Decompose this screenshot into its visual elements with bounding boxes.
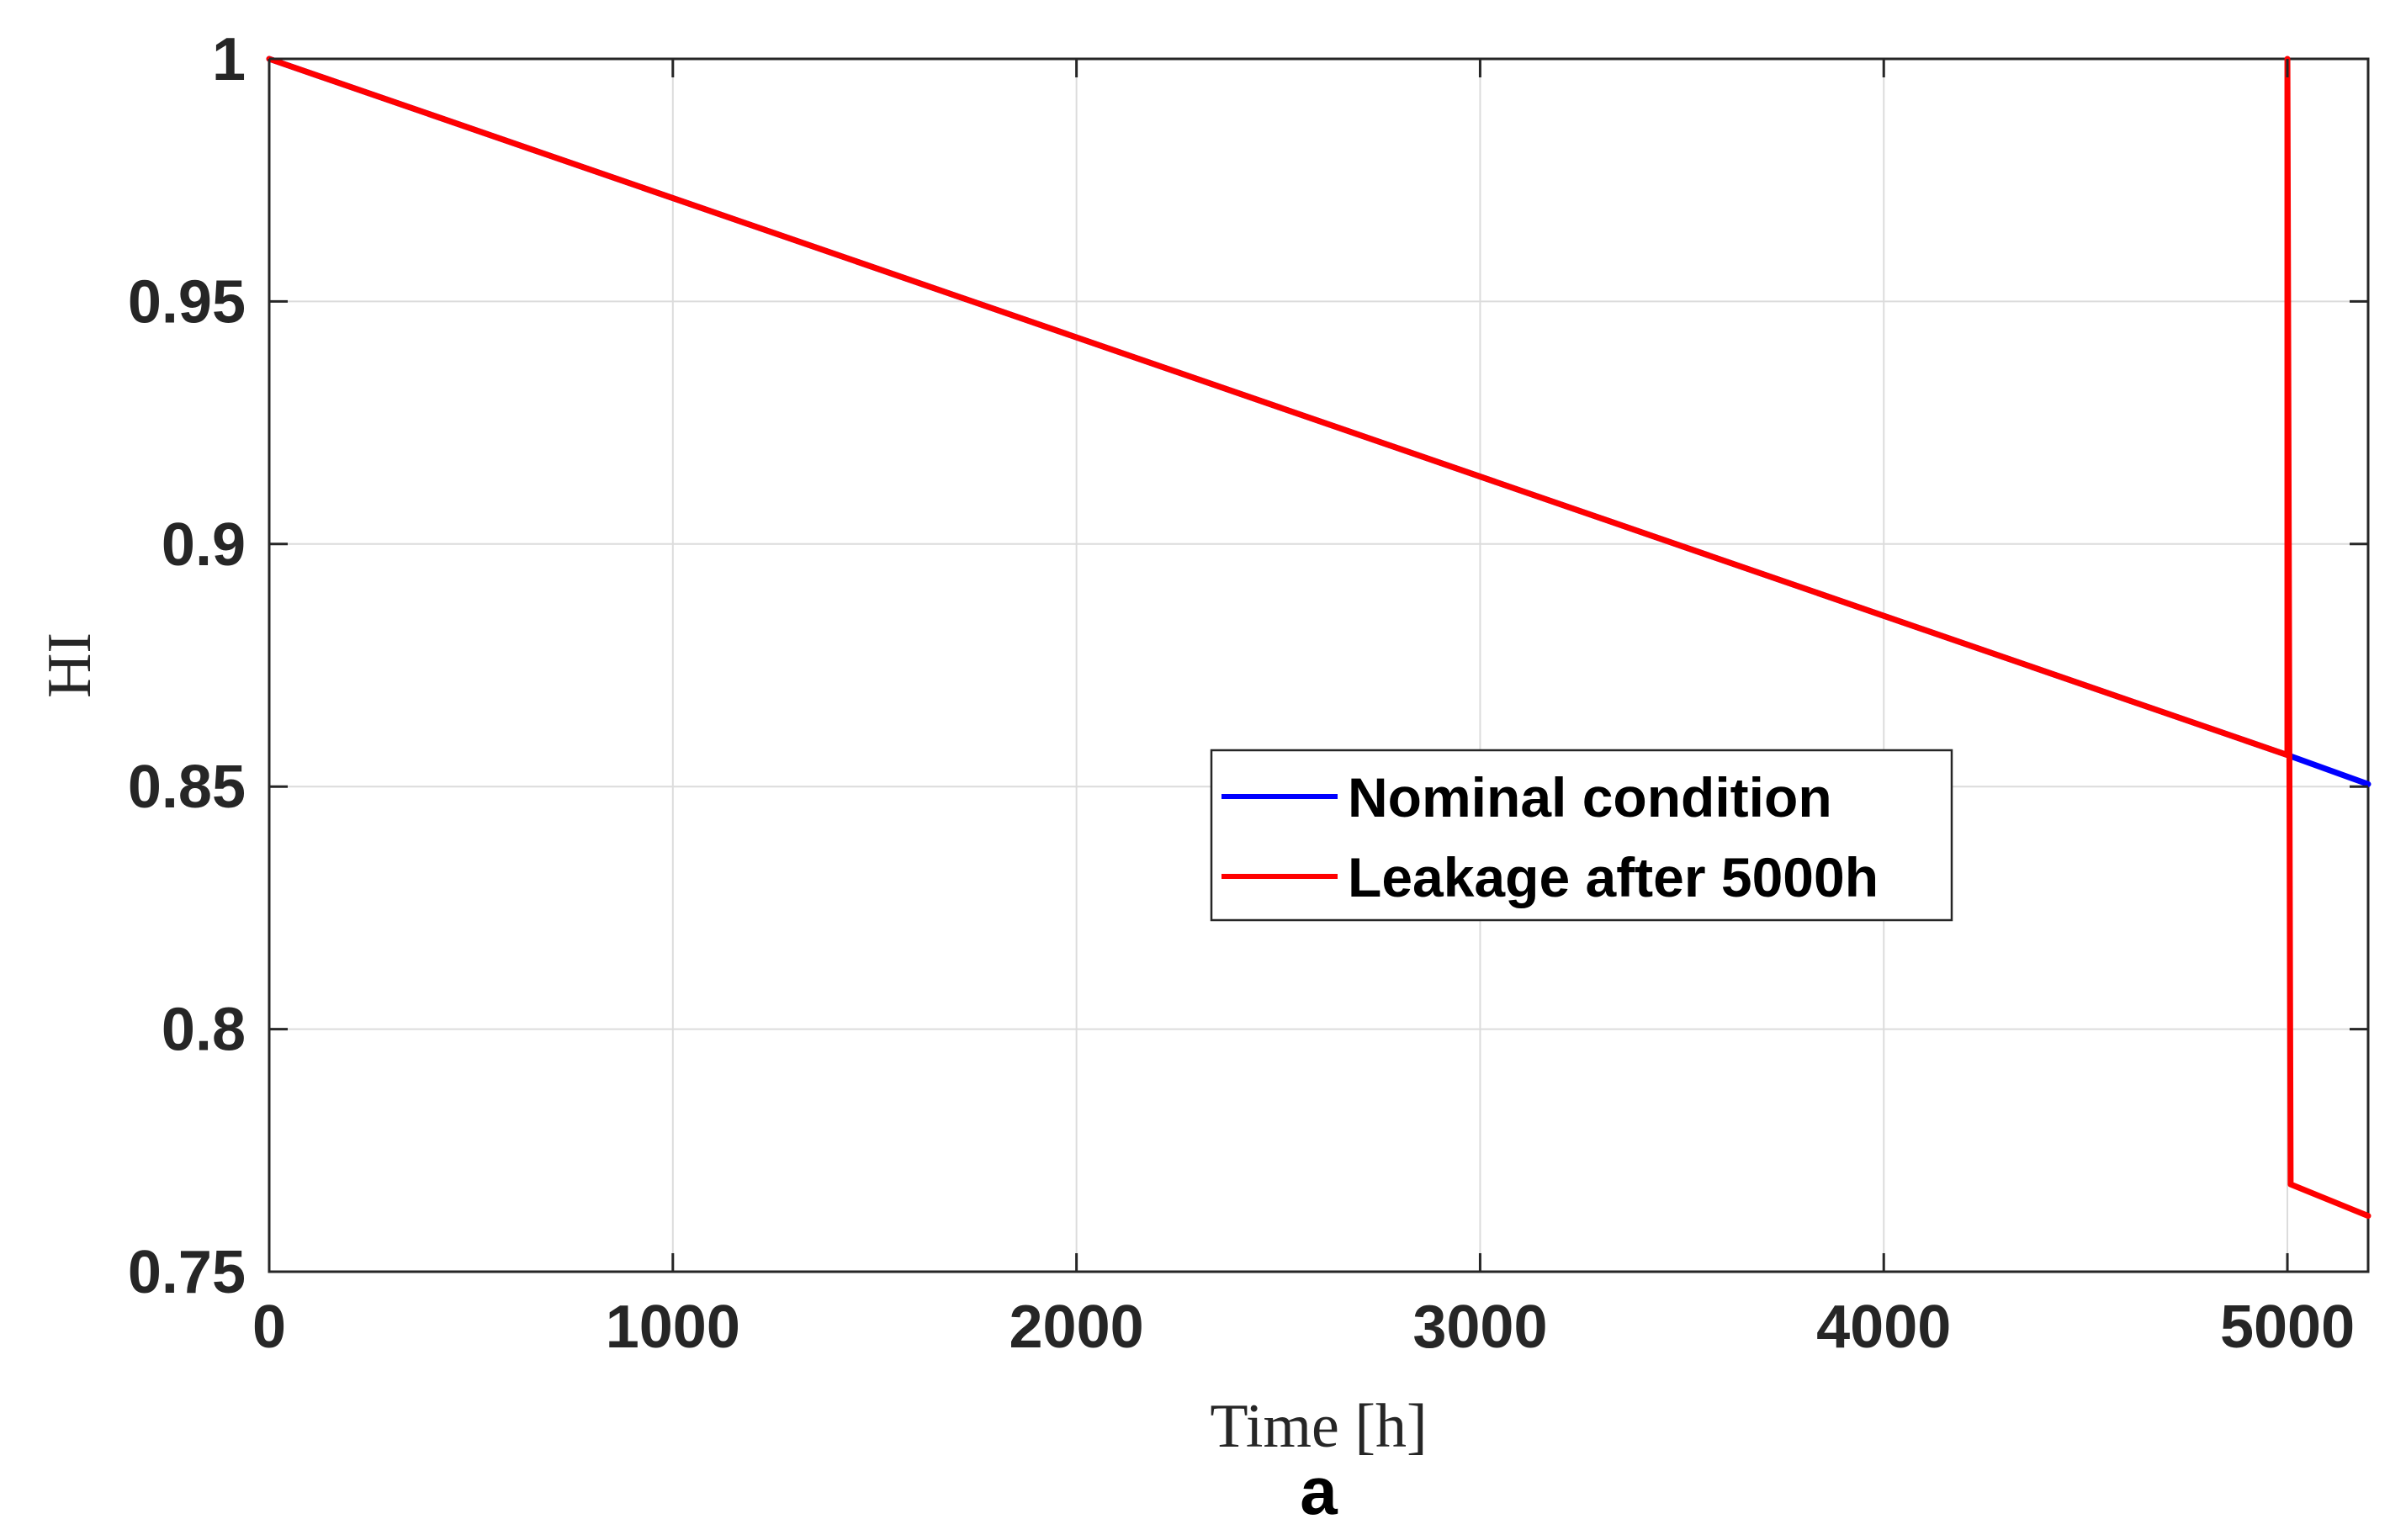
y-tick-label: 0.75 xyxy=(128,1239,246,1306)
y-tick-label: 0.95 xyxy=(128,268,246,336)
y-axis-ticks: 0.75 0.8 0.85 0.9 0.95 1 xyxy=(128,26,2368,1306)
y-axis-label: HI xyxy=(35,632,104,698)
x-tick-label: 4000 xyxy=(1816,1294,1951,1361)
legend: Nominal condition Leakage after 5000h xyxy=(1210,749,1953,922)
legend-entry-nominal: Nominal condition xyxy=(1348,766,1832,828)
x-tick-label: 0 xyxy=(252,1294,286,1361)
panel-label: a xyxy=(1300,1453,1338,1528)
legend-entry-leakage: Leakage after 5000h xyxy=(1348,846,1879,908)
y-tick-label: 0.9 xyxy=(162,511,246,579)
x-tick-label: 3000 xyxy=(1412,1294,1547,1361)
x-tick-label: 2000 xyxy=(1010,1294,1144,1361)
x-axis-label: Time [h] xyxy=(1210,1392,1427,1461)
x-axis-ticks: 0 1000 2000 3000 4000 5000 xyxy=(252,59,2355,1361)
y-tick-label: 0.85 xyxy=(128,754,246,821)
grid-lines xyxy=(268,58,2368,1273)
y-tick-label: 0.8 xyxy=(162,997,246,1064)
series-line-leakage xyxy=(266,56,2371,1220)
y-tick-label: 1 xyxy=(212,26,246,93)
x-tick-label: 1000 xyxy=(606,1294,740,1361)
plot-area xyxy=(268,57,2370,1273)
x-tick-label: 5000 xyxy=(2220,1294,2355,1361)
legend-box xyxy=(1210,749,1953,922)
series-lines xyxy=(266,56,2371,1220)
